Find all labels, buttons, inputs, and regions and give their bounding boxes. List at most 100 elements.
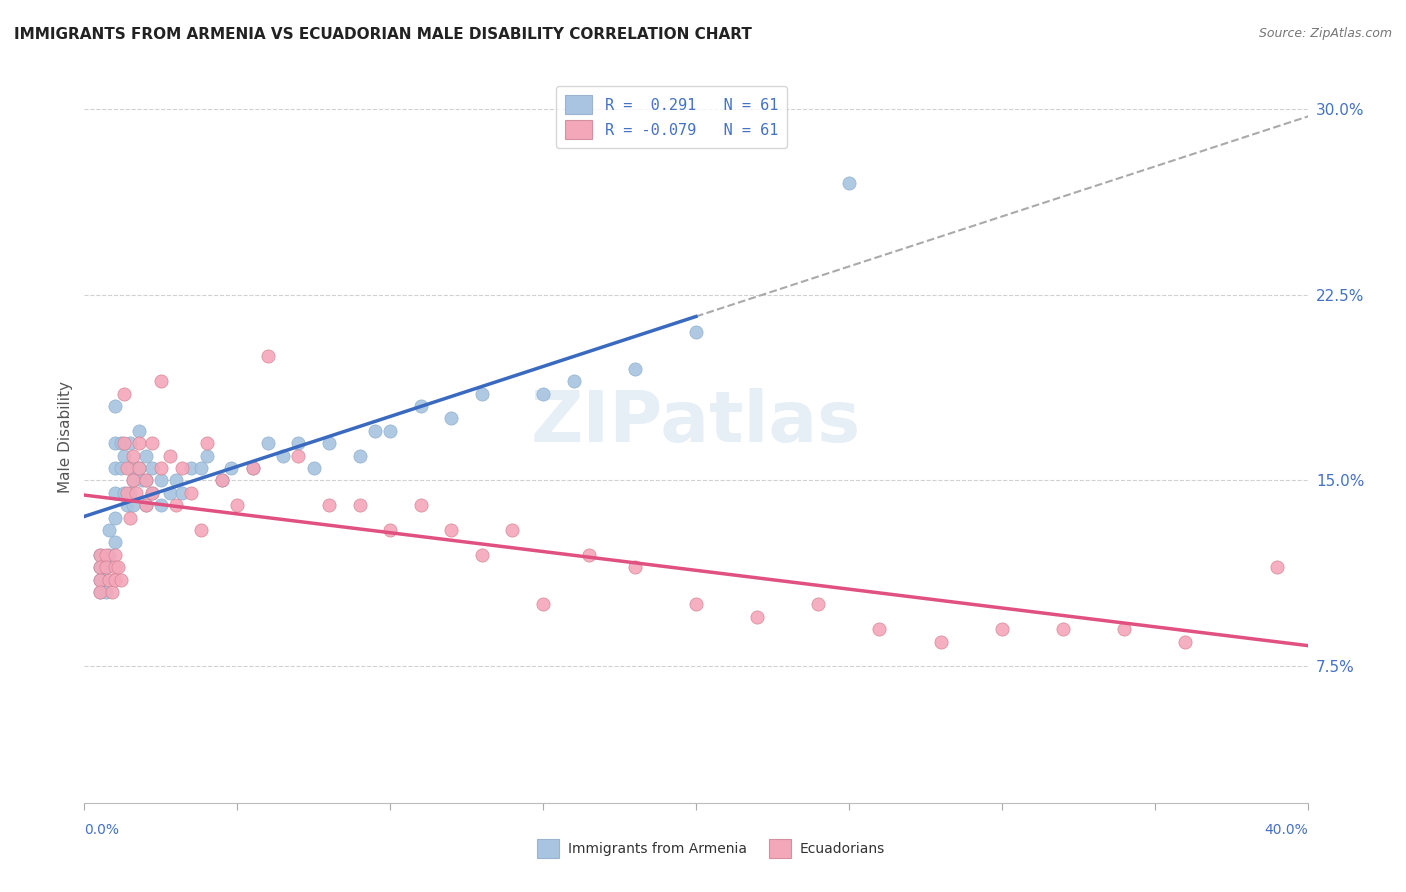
Point <box>97 523 120 537</box>
Point <box>110 436 132 450</box>
Point <box>807 598 830 612</box>
Point <box>471 548 494 562</box>
Point <box>120 461 142 475</box>
Point <box>89 573 111 587</box>
Point <box>242 461 264 475</box>
Point <box>110 461 132 475</box>
Point <box>409 498 432 512</box>
Point <box>122 449 145 463</box>
Point <box>685 325 707 339</box>
Point <box>104 436 127 450</box>
Point <box>562 374 585 388</box>
Point <box>380 523 402 537</box>
Point <box>135 474 157 488</box>
Point <box>141 461 163 475</box>
Point <box>747 610 769 624</box>
Point <box>190 461 212 475</box>
Point <box>287 436 309 450</box>
Point <box>180 461 202 475</box>
Point <box>380 424 402 438</box>
Point <box>94 560 117 574</box>
Text: 40.0%: 40.0% <box>1264 822 1308 837</box>
Point <box>112 386 135 401</box>
Point <box>991 622 1014 636</box>
Point <box>159 486 181 500</box>
Point <box>120 486 142 500</box>
Point <box>195 449 218 463</box>
Point <box>107 560 129 574</box>
Point <box>128 424 150 438</box>
Point <box>89 560 111 574</box>
Point <box>869 622 891 636</box>
Point <box>141 436 163 450</box>
Point <box>89 560 111 574</box>
Point <box>115 461 138 475</box>
Text: Source: ZipAtlas.com: Source: ZipAtlas.com <box>1258 27 1392 40</box>
Point <box>120 510 142 524</box>
Point <box>624 560 647 574</box>
Point <box>110 573 132 587</box>
Point <box>531 598 554 612</box>
Text: IMMIGRANTS FROM ARMENIA VS ECUADORIAN MALE DISABILITY CORRELATION CHART: IMMIGRANTS FROM ARMENIA VS ECUADORIAN MA… <box>14 27 752 42</box>
Point <box>89 548 111 562</box>
Point <box>1052 622 1074 636</box>
Point <box>128 461 150 475</box>
Point <box>94 548 117 562</box>
Text: Immigrants from Armenia: Immigrants from Armenia <box>568 842 747 856</box>
Point <box>471 386 494 401</box>
Text: Ecuadorians: Ecuadorians <box>800 842 886 856</box>
Point <box>89 585 111 599</box>
Point <box>112 436 135 450</box>
Point <box>226 498 249 512</box>
Text: ZIPatlas: ZIPatlas <box>531 388 860 457</box>
Point <box>440 411 463 425</box>
Point <box>349 449 371 463</box>
Point <box>211 474 233 488</box>
Point <box>318 436 340 450</box>
Point <box>180 486 202 500</box>
Point <box>94 585 117 599</box>
Point <box>172 461 194 475</box>
Point <box>141 486 163 500</box>
Point <box>929 634 952 648</box>
Point <box>364 424 387 438</box>
Point <box>125 486 148 500</box>
Point <box>1174 634 1197 648</box>
Point <box>165 498 187 512</box>
Point <box>257 350 280 364</box>
Point <box>578 548 600 562</box>
Point <box>141 486 163 500</box>
Point <box>112 486 135 500</box>
Point <box>531 386 554 401</box>
Point <box>115 486 138 500</box>
Point <box>97 548 120 562</box>
Point <box>104 560 127 574</box>
Point <box>149 474 172 488</box>
FancyBboxPatch shape <box>537 839 560 858</box>
Point <box>112 449 135 463</box>
Point <box>159 449 181 463</box>
Point <box>135 449 157 463</box>
Point <box>120 436 142 450</box>
Point <box>271 449 294 463</box>
Point <box>122 474 145 488</box>
Point <box>195 436 218 450</box>
Text: 0.0%: 0.0% <box>84 822 120 837</box>
Point <box>838 176 860 190</box>
Point <box>624 362 647 376</box>
Point <box>149 498 172 512</box>
Point <box>104 548 127 562</box>
Legend: R =  0.291   N = 61, R = -0.079   N = 61: R = 0.291 N = 61, R = -0.079 N = 61 <box>555 87 787 148</box>
Point <box>94 573 117 587</box>
Point <box>104 573 127 587</box>
Point <box>94 560 117 574</box>
Point <box>149 461 172 475</box>
Point <box>115 498 138 512</box>
Point <box>190 523 212 537</box>
Point <box>89 585 111 599</box>
Point <box>101 585 124 599</box>
Point <box>219 461 242 475</box>
Point <box>502 523 524 537</box>
Point <box>349 498 371 512</box>
Point <box>1114 622 1136 636</box>
